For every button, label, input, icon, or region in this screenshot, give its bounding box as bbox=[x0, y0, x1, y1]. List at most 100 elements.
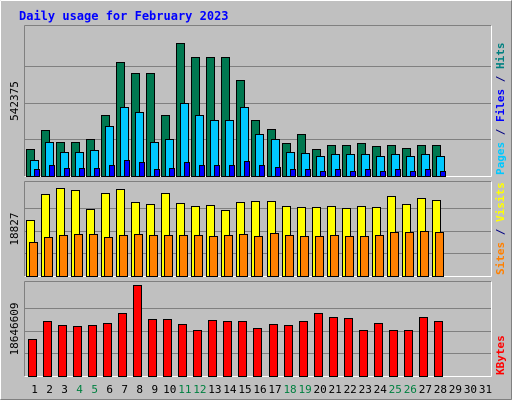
x-tick-label: 8 bbox=[136, 383, 143, 396]
bar-hits-files-pages-pages-day-1 bbox=[34, 169, 40, 177]
bar-hits-files-pages-pages-day-28 bbox=[440, 171, 446, 177]
bar-hits-files-pages-pages-day-24-fill bbox=[380, 171, 386, 177]
x-tick-label: 7 bbox=[121, 383, 128, 396]
bar-kbytes-kbytes-day-22 bbox=[344, 318, 353, 377]
panel-hits-files-pages-legend: Pages / Files / Hits bbox=[494, 43, 507, 176]
bar-visits-sites-sites-day-27-fill bbox=[420, 231, 429, 277]
bar-kbytes-kbytes-day-27 bbox=[419, 317, 428, 377]
bar-hits-files-pages-pages-day-19 bbox=[305, 169, 311, 177]
bar-kbytes-kbytes-day-13-fill bbox=[208, 320, 217, 377]
x-tick-label: 12 bbox=[193, 383, 206, 396]
bar-kbytes-kbytes-day-12 bbox=[193, 330, 202, 377]
bar-hits-files-pages-pages-day-25-fill bbox=[395, 169, 401, 177]
chart-title: Daily usage for February 2023 bbox=[19, 9, 229, 23]
bar-kbytes-kbytes-day-26-fill bbox=[404, 330, 413, 377]
x-tick-label: 25 bbox=[389, 383, 402, 396]
bar-hits-files-pages-pages-day-27-fill bbox=[425, 169, 431, 177]
x-tick-label: 2 bbox=[46, 383, 53, 396]
bar-visits-sites-sites-day-12 bbox=[194, 235, 203, 277]
bar-visits-sites-sites-day-12-fill bbox=[194, 235, 203, 277]
bar-visits-sites-sites-day-21-fill bbox=[330, 235, 339, 277]
bar-hits-files-pages-pages-day-6-fill bbox=[109, 165, 115, 177]
bar-kbytes-kbytes-day-25-fill bbox=[389, 330, 398, 377]
bar-visits-sites-sites-day-6 bbox=[104, 237, 113, 277]
bar-hits-files-pages-pages-day-22 bbox=[350, 171, 356, 177]
bar-visits-sites-sites-day-14-fill bbox=[224, 235, 233, 277]
bar-hits-files-pages-pages-day-5-fill bbox=[94, 168, 100, 177]
bar-hits-files-pages-pages-day-17-fill bbox=[275, 167, 281, 177]
panel-kbytes-legend-part: KBytes bbox=[494, 335, 507, 375]
bar-hits-files-pages-pages-day-14 bbox=[229, 165, 235, 177]
bar-kbytes-kbytes-day-9-fill bbox=[148, 319, 157, 377]
x-tick-label: 4 bbox=[76, 383, 83, 396]
bar-visits-sites-sites-day-26 bbox=[405, 232, 414, 277]
panel-kbytes-legend: KBytes bbox=[494, 335, 507, 375]
panel-hits-files-pages-bars bbox=[26, 43, 446, 177]
bar-visits-sites-sites-day-3 bbox=[59, 235, 68, 277]
bar-kbytes-kbytes-day-21 bbox=[329, 317, 338, 377]
bar-hits-files-pages-pages-day-2-fill bbox=[49, 165, 55, 177]
bar-visits-sites-sites-day-20 bbox=[315, 236, 324, 277]
bar-hits-files-pages-pages-day-24 bbox=[380, 171, 386, 177]
bar-kbytes-kbytes-day-5 bbox=[88, 325, 97, 377]
bar-kbytes-kbytes-day-4-fill bbox=[73, 326, 82, 377]
x-tick-label: 29 bbox=[449, 383, 462, 396]
panel-kbytes: 18646609 KBytes bbox=[8, 281, 507, 377]
bar-visits-sites-sites-day-11-fill bbox=[179, 235, 188, 277]
bar-visits-sites-sites-day-13 bbox=[209, 236, 218, 277]
bar-visits-sites-sites-day-25 bbox=[390, 232, 399, 277]
bar-hits-files-pages-pages-day-6 bbox=[109, 165, 115, 177]
bar-visits-sites-sites-day-26-fill bbox=[405, 232, 414, 277]
bar-kbytes-kbytes-day-23 bbox=[359, 330, 368, 377]
bar-visits-sites-sites-day-13-fill bbox=[209, 236, 218, 277]
x-tick-label: 17 bbox=[268, 383, 281, 396]
bar-hits-files-pages-pages-day-8-fill bbox=[139, 162, 145, 177]
bar-visits-sites-sites-day-10 bbox=[164, 235, 173, 277]
bar-kbytes-kbytes-day-1 bbox=[28, 339, 37, 377]
bar-hits-files-pages-pages-day-14-fill bbox=[229, 165, 235, 177]
bar-hits-files-pages-pages-day-18-fill bbox=[290, 169, 296, 177]
bar-kbytes-kbytes-day-6 bbox=[103, 323, 112, 377]
panel-visits-sites-legend: Sites / Visits bbox=[494, 182, 507, 275]
bar-hits-files-pages-pages-day-16-fill bbox=[259, 165, 265, 177]
bar-kbytes-kbytes-day-15 bbox=[238, 321, 247, 377]
bar-hits-files-pages-pages-day-18 bbox=[290, 169, 296, 177]
bar-hits-files-pages-pages-day-26 bbox=[410, 171, 416, 177]
bar-kbytes-kbytes-day-20-fill bbox=[314, 313, 323, 377]
panel-hits-files-pages-legend-part: / bbox=[494, 122, 507, 142]
bar-visits-sites-sites-day-28 bbox=[435, 232, 444, 277]
bar-kbytes-kbytes-day-14-fill bbox=[223, 321, 232, 377]
x-tick-label: 28 bbox=[434, 383, 447, 396]
bar-kbytes-kbytes-day-25 bbox=[389, 330, 398, 377]
bar-kbytes-kbytes-day-8-fill bbox=[133, 285, 142, 377]
bar-hits-files-pages-pages-day-27 bbox=[425, 169, 431, 177]
bar-hits-files-pages-pages-day-4-fill bbox=[79, 168, 85, 177]
bar-kbytes-kbytes-day-12-fill bbox=[193, 330, 202, 377]
x-tick-label: 19 bbox=[298, 383, 311, 396]
bar-hits-files-pages-pages-day-20 bbox=[320, 171, 326, 177]
bar-hits-files-pages-pages-day-23 bbox=[365, 169, 371, 177]
bar-kbytes-kbytes-day-23-fill bbox=[359, 330, 368, 377]
x-axis: 1 2 3 4 5 6 7 8 9 10 11 12 13 14 15 16 17 18 19 20 21 22 23 24 2… bbox=[31, 383, 492, 396]
bar-hits-files-pages-pages-day-4 bbox=[79, 168, 85, 177]
bar-visits-sites-sites-day-6-fill bbox=[104, 237, 113, 277]
bar-kbytes-kbytes-day-11 bbox=[178, 324, 187, 377]
bar-kbytes-kbytes-day-7-fill bbox=[118, 313, 127, 377]
bar-hits-files-pages-pages-day-8 bbox=[139, 162, 145, 177]
panel-hits-files-pages-scale-label: 542375 bbox=[8, 81, 21, 121]
bar-kbytes-kbytes-day-5-fill bbox=[88, 325, 97, 377]
bar-visits-sites-sites-day-21 bbox=[330, 235, 339, 277]
bar-hits-files-pages-pages-day-23-fill bbox=[365, 169, 371, 177]
bar-kbytes-kbytes-day-2-fill bbox=[43, 321, 52, 377]
bar-kbytes-kbytes-day-24-fill bbox=[374, 323, 383, 377]
bar-kbytes-kbytes-day-20 bbox=[314, 313, 323, 377]
panels-layer: 542375 Pages / Files / Hits 18827 Sites / V… bbox=[8, 25, 507, 377]
x-tick-label: 31 bbox=[479, 383, 492, 396]
bar-hits-files-pages-pages-day-15 bbox=[244, 161, 250, 177]
bar-kbytes-kbytes-day-18-fill bbox=[284, 325, 293, 377]
bar-kbytes-kbytes-day-2 bbox=[43, 321, 52, 377]
bar-visits-sites-sites-day-4-fill bbox=[74, 234, 83, 277]
bar-visits-sites-sites-day-19 bbox=[300, 236, 309, 277]
x-tick-label: 6 bbox=[106, 383, 113, 396]
bar-visits-sites-sites-day-25-fill bbox=[390, 232, 399, 277]
